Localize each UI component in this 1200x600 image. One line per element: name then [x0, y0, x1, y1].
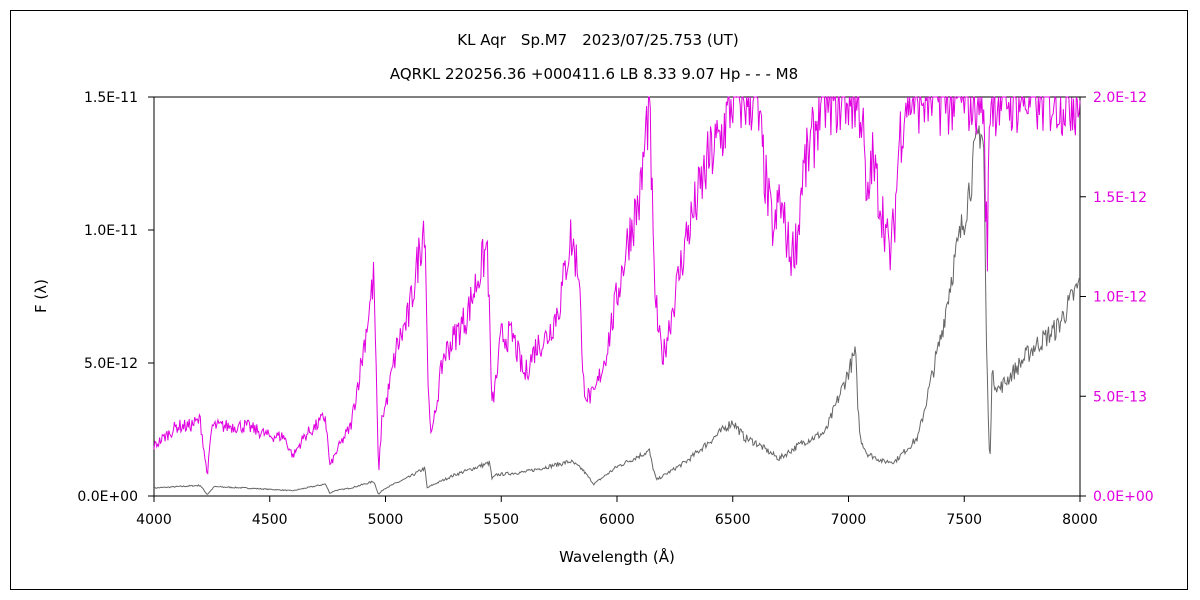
y-tick-label: 1.0E-11 [84, 223, 138, 239]
y2-tick-label: 5.0E-13 [1093, 389, 1147, 405]
chart-frame [10, 10, 1188, 590]
spectrum-line-magenta [153, 95, 1081, 475]
y2-tick-label: 1.0E-12 [1093, 290, 1147, 306]
x-axis-label: Wavelength (Å) [559, 547, 675, 566]
x-tick-label: 6500 [715, 512, 751, 528]
x-tick-label: 4000 [136, 512, 172, 528]
chart-subtitle: AQRKL 220256.36 +000411.6 LB 8.33 9.07 H… [390, 65, 798, 83]
y2-tick-label: 1.5E-12 [1093, 190, 1147, 206]
y-axis-label: F (λ) [32, 279, 50, 313]
x-tick-label: 5500 [483, 512, 519, 528]
y-tick-label: 1.5E-11 [84, 90, 138, 106]
x-tick-label: 8000 [1062, 512, 1098, 528]
x-tick-label: 7000 [831, 512, 867, 528]
y2-tick-label: 0.0E+00 [1093, 489, 1154, 505]
spectrum-line-gray [153, 125, 1081, 495]
x-tick-label: 4500 [252, 512, 288, 528]
y-tick-label: 5.0E-12 [84, 356, 138, 372]
chart-title: KL Aqr Sp.M7 2023/07/25.753 (UT) [457, 31, 738, 49]
y2-tick-label: 2.0E-12 [1093, 90, 1147, 106]
x-tick-label: 5000 [368, 512, 404, 528]
y-tick-label: 0.0E+00 [77, 489, 138, 505]
x-tick-label: 6000 [599, 512, 635, 528]
x-tick-label: 7500 [946, 512, 982, 528]
